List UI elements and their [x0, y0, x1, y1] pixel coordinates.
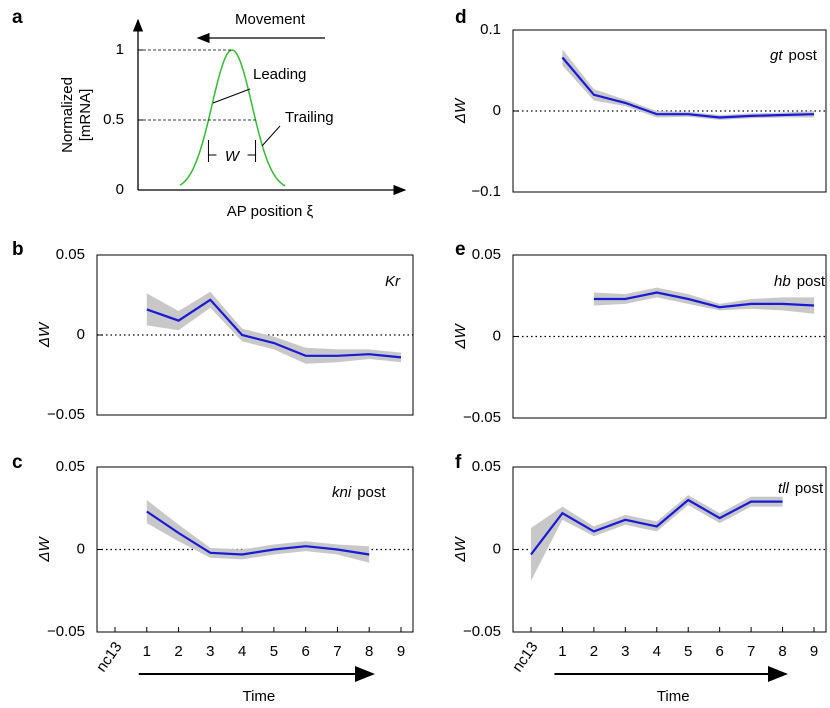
y-axis-label: Normalized	[59, 77, 76, 153]
y-tick-label: 0.05	[56, 246, 85, 263]
y-tick-label: 0.05	[56, 458, 85, 475]
x-tick-label: 1	[558, 643, 566, 660]
y-tick-label: 0	[77, 326, 85, 343]
trailing-pointer	[261, 125, 281, 147]
y-axis-label: [mRNA]	[77, 89, 94, 142]
x-tick-label: 3	[206, 643, 214, 660]
y-tick-label: 0.05	[472, 458, 501, 475]
data-line	[593, 291, 815, 309]
gene-label: Kr	[385, 273, 401, 290]
x-tick-label: 4	[653, 643, 661, 660]
y-tick-label: 0.05	[472, 246, 501, 263]
y-tick-label: 0	[493, 327, 501, 344]
panel-letter: b	[12, 239, 24, 260]
y-axis-label: ΔW	[452, 536, 469, 563]
leading-pointer	[212, 88, 251, 104]
panel-letter: e	[455, 239, 466, 260]
gene-suffix: post	[797, 273, 826, 290]
y-tick-label: −0.05	[463, 623, 501, 640]
y-tick-label: 0.1	[480, 21, 501, 38]
x-axis-label: Time	[242, 688, 275, 705]
y-tick-label: −0.1	[471, 183, 501, 200]
gene-name: gt	[770, 47, 783, 64]
y-axis-label: ΔW	[36, 536, 53, 563]
leading-label: Leading	[253, 66, 306, 83]
x-tick-label: 5	[270, 643, 278, 660]
gene-name: hb	[774, 273, 791, 290]
gene-label: tll post	[778, 480, 824, 497]
data-line	[146, 298, 402, 359]
y-tick-label: 0	[77, 540, 85, 557]
gene-suffix: post	[795, 480, 824, 497]
confidence-band	[146, 291, 401, 364]
panel-letter: f	[455, 452, 462, 473]
gene-name: tll	[778, 480, 790, 497]
gene-suffix: post	[789, 47, 818, 64]
x-tick-label: 1	[143, 643, 151, 660]
y-tick-label: −0.05	[463, 409, 501, 426]
gene-label: kni post	[332, 484, 386, 501]
x-tick-label: 6	[715, 643, 723, 660]
x-tick-label: 8	[778, 643, 786, 660]
y-axis-label: ΔW	[36, 321, 53, 348]
y-tick-label: 0	[493, 540, 501, 557]
confidence-band	[593, 287, 814, 314]
y-tick-label: 0	[116, 181, 124, 198]
x-tick-label: 7	[333, 643, 341, 660]
x-tick-label: 7	[747, 643, 755, 660]
gene-label: gt post	[770, 47, 818, 64]
gene-suffix: post	[357, 484, 386, 501]
x-tick-label: 5	[684, 643, 692, 660]
y-axis-label: ΔW	[452, 97, 469, 124]
data-line	[530, 498, 783, 556]
y-tick-label: −0.05	[47, 406, 85, 423]
data-line	[561, 56, 815, 119]
trailing-label: Trailing	[285, 109, 334, 126]
confidence-band	[146, 500, 370, 563]
gene-name: Kr	[385, 273, 401, 290]
y-tick-label: −0.05	[47, 623, 85, 640]
y-tick-label: 0.5	[103, 111, 124, 128]
curve	[179, 49, 286, 187]
x-tick-label: nc13	[509, 639, 542, 675]
x-tick-label: nc13	[93, 639, 126, 675]
confidence-band	[531, 495, 783, 581]
data-line	[146, 510, 370, 556]
gene-name: kni	[332, 484, 352, 501]
w-label: W	[225, 148, 241, 165]
panel-letter: d	[455, 7, 467, 28]
x-axis-label: AP position ξ	[227, 203, 314, 220]
x-tick-label: 3	[621, 643, 629, 660]
x-tick-label: 9	[397, 643, 405, 660]
y-axis-label: ΔW	[452, 323, 469, 350]
x-tick-label: 9	[810, 643, 818, 660]
x-tick-label: 8	[365, 643, 373, 660]
y-tick-label: 0	[493, 102, 501, 119]
x-tick-label: 2	[174, 643, 182, 660]
gene-label: hb post	[774, 273, 826, 290]
x-axis-label: Time	[657, 688, 690, 705]
x-tick-label: 2	[590, 643, 598, 660]
x-tick-label: 4	[238, 643, 246, 660]
x-tick-label: 6	[301, 643, 309, 660]
y-tick-label: 1	[116, 41, 124, 58]
panel-letter: a	[12, 7, 23, 28]
movement-label: Movement	[235, 11, 306, 28]
panel-letter: c	[12, 452, 23, 473]
